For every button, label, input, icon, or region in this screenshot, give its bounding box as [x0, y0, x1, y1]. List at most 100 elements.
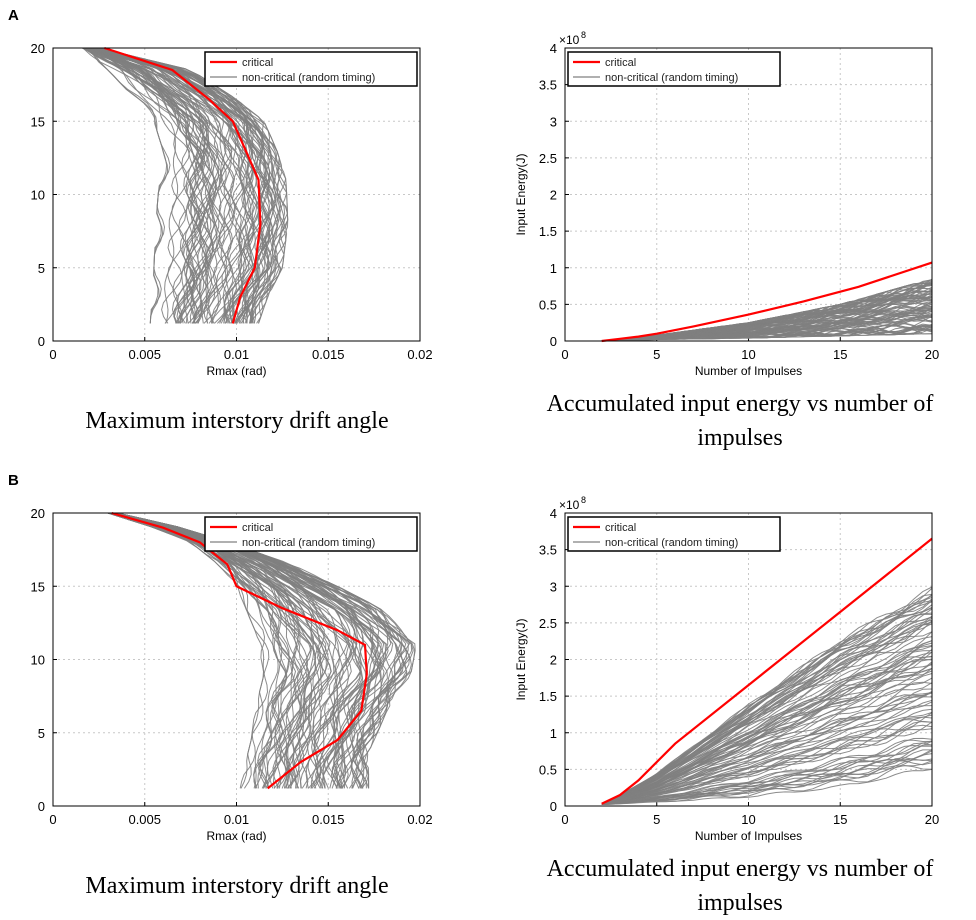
noncritical-line [82, 47, 191, 324]
legend-noncritical-label: non-critical (random timing) [242, 537, 375, 549]
y-axis-label: Input Energy(J) [514, 153, 528, 235]
noncritical-line [601, 749, 933, 805]
legend-critical-label: critical [242, 522, 273, 534]
noncritical-line [113, 512, 305, 789]
noncritical-line [601, 623, 933, 805]
noncritical-line [115, 512, 300, 789]
y-tick-label: 0 [38, 334, 45, 349]
y-tick-label: 1 [550, 261, 557, 276]
noncritical-series [107, 512, 416, 789]
noncritical-line [601, 616, 933, 805]
noncritical-line [98, 47, 288, 324]
x-axis-label: Number of Impulses [695, 829, 802, 843]
noncritical-line [96, 47, 289, 324]
x-tick-label: 0 [561, 347, 568, 362]
y-tick-label: 0.5 [539, 297, 557, 312]
y-tick-label: 3 [550, 114, 557, 129]
noncritical-line [82, 47, 195, 324]
chart-caption-line-2: impulses [697, 425, 782, 451]
y-tick-label: 10 [31, 188, 45, 203]
noncritical-line [111, 512, 344, 789]
noncritical-line [89, 47, 199, 324]
plot-frame [52, 512, 421, 807]
noncritical-line [601, 739, 933, 805]
y-exponent-power: 8 [581, 495, 586, 505]
noncritical-line [601, 760, 933, 805]
noncritical-line [601, 673, 933, 805]
noncritical-line [110, 512, 283, 789]
noncritical-line [107, 512, 279, 789]
y-tick-label: 20 [31, 506, 45, 521]
x-tick-label: 0 [49, 347, 56, 362]
x-tick-label: 0 [561, 812, 568, 827]
noncritical-line [601, 720, 933, 805]
x-tick-label: 0.005 [128, 812, 161, 827]
legend-box [204, 516, 418, 552]
noncritical-line [87, 47, 203, 324]
y-tick-label: 4 [550, 41, 557, 56]
x-tick-label: 15 [833, 347, 847, 362]
noncritical-line [94, 47, 225, 324]
y-tick-label: 4 [550, 506, 557, 521]
noncritical-line [601, 651, 933, 805]
y-axis-label: Input Energy(J) [514, 618, 528, 700]
legend: critical non-critical (random timing) [204, 51, 418, 87]
y-tick-label: 1 [550, 726, 557, 741]
plot-frame [564, 47, 933, 342]
y-tick-label: 2.5 [539, 151, 557, 166]
noncritical-line [107, 512, 352, 789]
chart-A-energy: 0 5 10 15 20 0 0.5 1 1.5 2 2.5 3 3.5 4 critical non-cri… [514, 30, 939, 451]
noncritical-line [88, 47, 171, 324]
y-tick-label: 10 [31, 653, 45, 668]
y-tick-label: 1.5 [539, 689, 557, 704]
y-tick-label: 3.5 [539, 78, 557, 93]
y-tick-label: 0 [550, 799, 557, 814]
x-axis-label: Number of Impulses [695, 364, 802, 378]
y-tick-label: 3 [550, 579, 557, 594]
chart-B-energy: 0 5 10 15 20 0 0.5 1 1.5 2 2.5 3 3.5 4 critical non-cri… [514, 495, 939, 916]
x-tick-label: 0.02 [407, 812, 432, 827]
legend-critical-label: critical [605, 522, 636, 534]
noncritical-line [601, 328, 933, 342]
noncritical-line [91, 47, 255, 324]
noncritical-line [601, 711, 933, 805]
noncritical-line [601, 612, 933, 805]
y-tick-label: 0 [550, 334, 557, 349]
noncritical-line [601, 284, 933, 342]
noncritical-line [601, 636, 933, 805]
critical-line [111, 511, 368, 790]
noncritical-line [108, 512, 265, 789]
panel-label-A: A [8, 7, 19, 24]
noncritical-line [83, 47, 215, 324]
noncritical-line [601, 705, 933, 805]
y-tick-label: 15 [31, 114, 45, 129]
x-tick-label: 10 [741, 347, 755, 362]
legend-box [567, 516, 781, 552]
critical-line [601, 537, 933, 805]
noncritical-line [115, 512, 408, 789]
plot-frame [564, 512, 933, 807]
noncritical-line [92, 47, 270, 324]
legend-box [567, 51, 781, 87]
y-tick-label: 15 [31, 579, 45, 594]
noncritical-line [90, 47, 276, 324]
chart-caption: Maximum interstory drift angle [85, 408, 388, 434]
y-exponent: ×10 [559, 498, 580, 512]
x-tick-label: 0.015 [312, 812, 345, 827]
chart-caption-line-1: Accumulated input energy vs number of [547, 391, 934, 417]
chart-caption-line-1: Accumulated input energy vs number of [547, 856, 934, 882]
critical-line [104, 46, 262, 324]
noncritical-line [601, 623, 933, 805]
x-tick-label: 0 [49, 812, 56, 827]
legend: critical non-critical (random timing) [567, 516, 781, 552]
noncritical-line [93, 47, 261, 324]
noncritical-line [601, 655, 933, 805]
noncritical-line [601, 658, 933, 805]
x-axis-label: Rmax (rad) [206, 364, 266, 378]
noncritical-line [601, 768, 933, 805]
x-tick-label: 0.01 [224, 812, 249, 827]
y-tick-label: 1.5 [539, 224, 557, 239]
y-exponent: ×10 [559, 33, 580, 47]
noncritical-line [601, 662, 933, 805]
x-tick-label: 0.005 [128, 347, 161, 362]
